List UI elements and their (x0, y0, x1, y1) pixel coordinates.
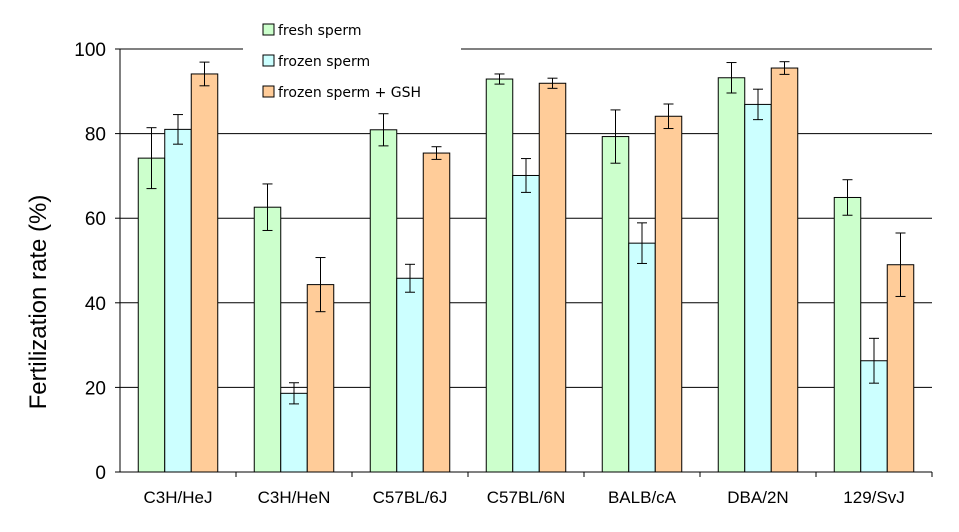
legend: fresh sperm frozen sperm frozen sperm + GS… (243, 14, 461, 104)
bar-fresh-sperm (369, 129, 398, 473)
bar-fresh-sperm (833, 196, 862, 473)
category-labels: C3H/HeJ C3H/HeN C57BL/6J C57BL/6N BALB/cA DBA… (144, 488, 905, 507)
bar-frozen-sperm-gsh (306, 284, 335, 473)
error-bars (146, 61, 906, 405)
category-label: 129/SvJ (843, 488, 904, 507)
bar-frozen-sperm (164, 128, 192, 473)
y-axis-label: Fertilization rate (%) (25, 195, 52, 410)
bar-frozen-sperm (512, 174, 540, 473)
legend-swatch (262, 85, 275, 98)
y-tick-label: 80 (85, 125, 106, 146)
bars (137, 67, 915, 473)
y-tick-label: 40 (85, 294, 106, 315)
category-label: C3H/HeN (258, 488, 331, 507)
y-tick-label: 0 (95, 463, 106, 484)
y-tick-label: 100 (74, 40, 106, 61)
bar-fresh-sperm (137, 157, 166, 473)
legend-swatch (262, 54, 275, 67)
legend-label: frozen sperm (278, 54, 370, 70)
category-label: BALB/cA (608, 488, 677, 507)
bar-frozen-sperm (744, 103, 772, 473)
bar-frozen-sperm-gsh (538, 82, 567, 473)
legend-label: frozen sperm + GSH (278, 85, 421, 101)
category-label: C57BL/6N (487, 488, 565, 507)
y-tick-label: 20 (85, 378, 106, 399)
bar-frozen-sperm (396, 277, 424, 473)
axes (115, 48, 933, 477)
bar-fresh-sperm (253, 206, 282, 473)
bar-frozen-sperm-gsh (654, 115, 683, 473)
category-label: C3H/HeJ (144, 488, 213, 507)
bar-frozen-sperm-gsh (190, 73, 219, 473)
bar-fresh-sperm (717, 77, 746, 473)
legend-box (243, 14, 461, 104)
legend-swatch (262, 23, 275, 36)
bar-frozen-sperm-gsh (422, 152, 451, 473)
category-label: C57BL/6J (373, 488, 448, 507)
bar-frozen-sperm-gsh (770, 67, 799, 473)
bar-fresh-sperm (485, 78, 514, 473)
y-tick-label: 60 (85, 209, 106, 230)
bar-fresh-sperm (601, 136, 630, 473)
legend-label: fresh sperm (278, 23, 362, 39)
y-tick-labels: 0 20 40 60 80 100 (74, 40, 106, 484)
category-label: DBA/2N (727, 488, 788, 507)
bar-frozen-sperm (628, 242, 656, 473)
bar-frozen-sperm (280, 392, 308, 473)
